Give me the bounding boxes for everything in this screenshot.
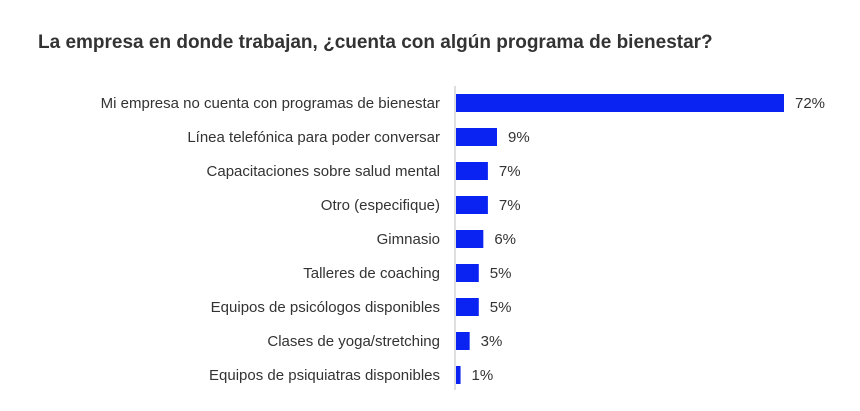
category-label: Gimnasio [377, 231, 440, 248]
bar [456, 298, 479, 316]
bar [456, 332, 470, 350]
bar [456, 196, 488, 214]
category-label: Clases de yoga/stretching [267, 333, 440, 350]
bar [456, 264, 479, 282]
bar [456, 162, 488, 180]
data-label: 3% [481, 333, 503, 350]
data-label: 5% [490, 299, 512, 316]
data-label: 72% [795, 95, 825, 112]
data-label: 6% [494, 231, 516, 248]
category-label: Talleres de coaching [303, 265, 440, 282]
bar [456, 128, 497, 146]
category-label: Línea telefónica para poder conversar [187, 129, 440, 146]
data-label: 1% [472, 367, 494, 384]
data-label: 7% [499, 163, 521, 180]
chart-title: La empresa en donde trabajan, ¿cuenta co… [38, 32, 713, 53]
bar [456, 366, 461, 384]
bar [456, 94, 784, 112]
category-label: Otro (especifique) [321, 197, 440, 214]
category-label: Equipos de psiquiatras disponibles [209, 367, 440, 384]
category-label: Mi empresa no cuenta con programas de bi… [101, 95, 440, 112]
data-label: 7% [499, 197, 521, 214]
bar [456, 230, 484, 248]
category-label: Equipos de psicólogos disponibles [211, 299, 440, 316]
category-label: Capacitaciones sobre salud mental [207, 163, 440, 180]
data-label: 9% [508, 129, 530, 146]
data-label: 5% [490, 265, 512, 282]
